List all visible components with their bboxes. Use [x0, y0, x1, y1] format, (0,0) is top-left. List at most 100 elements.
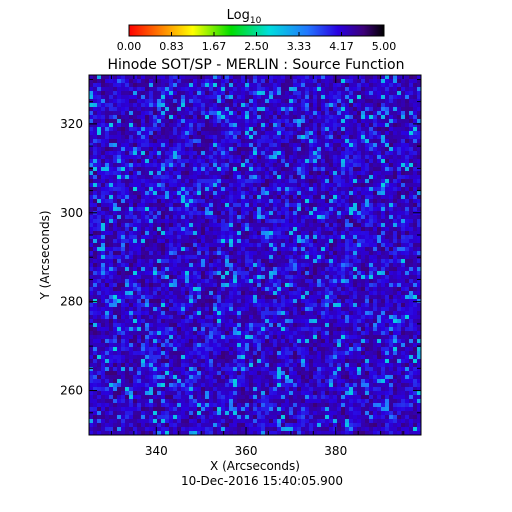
heatmap-cell — [361, 255, 366, 260]
heatmap-cell — [241, 275, 246, 280]
heatmap-cell — [385, 255, 390, 260]
heatmap-cell — [89, 167, 94, 172]
heatmap-cell — [293, 207, 298, 212]
heatmap-cell — [381, 255, 386, 260]
heatmap-cell — [185, 163, 190, 168]
heatmap-cell — [209, 175, 214, 180]
heatmap-cell — [369, 107, 374, 112]
heatmap-cell — [337, 243, 342, 248]
heatmap-cell — [157, 231, 162, 236]
heatmap-cell — [229, 287, 234, 292]
heatmap-cell — [413, 199, 418, 204]
heatmap-cell — [413, 299, 418, 304]
heatmap-cell — [117, 179, 122, 184]
heatmap-cell — [201, 199, 206, 204]
heatmap-cell — [161, 143, 166, 148]
heatmap-cell — [409, 139, 414, 144]
heatmap-cell — [285, 275, 290, 280]
heatmap-cell — [349, 155, 354, 160]
heatmap-cell — [237, 275, 242, 280]
heatmap-cell — [133, 119, 138, 124]
heatmap-cell — [325, 127, 330, 132]
heatmap-cell — [389, 279, 394, 284]
heatmap-cell — [337, 163, 342, 168]
heatmap-cell — [113, 291, 118, 296]
heatmap-cell — [181, 263, 186, 268]
heatmap-cell — [333, 231, 338, 236]
heatmap-cell — [413, 307, 418, 312]
heatmap-cell — [361, 231, 366, 236]
heatmap-cell — [113, 227, 118, 232]
heatmap-cell — [125, 199, 130, 204]
heatmap-cell — [313, 123, 318, 128]
heatmap-cell — [105, 299, 110, 304]
heatmap-cell — [149, 135, 154, 140]
heatmap-cell — [405, 227, 410, 232]
heatmap-cell — [149, 283, 154, 288]
heatmap-cell — [381, 279, 386, 284]
heatmap-cell — [157, 127, 162, 132]
heatmap-cell — [181, 235, 186, 240]
heatmap-cell — [365, 103, 370, 108]
heatmap-cell — [289, 235, 294, 240]
heatmap-cell — [173, 111, 178, 116]
heatmap-cell — [249, 79, 254, 84]
heatmap-cell — [337, 199, 342, 204]
heatmap-cell — [249, 219, 254, 224]
heatmap-cell — [217, 227, 222, 232]
heatmap-cell — [285, 107, 290, 112]
heatmap-cell — [413, 243, 418, 248]
heatmap-cell — [273, 215, 278, 220]
heatmap-cell — [229, 107, 234, 112]
heatmap-cell — [265, 187, 270, 192]
heatmap-cell — [161, 159, 166, 164]
heatmap-cell — [297, 151, 302, 156]
heatmap-cell — [357, 179, 362, 184]
heatmap-cell — [333, 275, 338, 280]
heatmap-cell — [221, 207, 226, 212]
heatmap-cell — [353, 131, 358, 136]
heatmap-cell — [305, 299, 310, 304]
heatmap-cell — [401, 263, 406, 268]
heatmap-cell — [181, 99, 186, 104]
heatmap-cell — [169, 139, 174, 144]
heatmap-cell — [89, 291, 94, 296]
heatmap-cell — [105, 191, 110, 196]
heatmap-cell — [133, 199, 138, 204]
heatmap-cell — [353, 239, 358, 244]
heatmap-cell — [225, 107, 230, 112]
heatmap-cell — [309, 151, 314, 156]
heatmap-cell — [329, 279, 334, 284]
heatmap-cell — [145, 123, 150, 128]
heatmap-cell — [197, 267, 202, 272]
heatmap-cell — [289, 147, 294, 152]
heatmap-cell — [169, 179, 174, 184]
heatmap-cell — [309, 115, 314, 120]
heatmap-cell — [105, 127, 110, 132]
heatmap-cell — [285, 203, 290, 208]
heatmap-cell — [333, 131, 338, 136]
heatmap-cell — [185, 243, 190, 248]
heatmap-cell — [397, 311, 402, 316]
heatmap-cell — [357, 139, 362, 144]
heatmap-cell — [273, 203, 278, 208]
heatmap-cell — [341, 215, 346, 220]
heatmap-cell — [289, 131, 294, 136]
heatmap-cell — [121, 107, 126, 112]
heatmap-cell — [89, 203, 94, 208]
heatmap-cell — [117, 235, 122, 240]
heatmap-cell — [241, 123, 246, 128]
heatmap-cell — [293, 103, 298, 108]
heatmap-cell — [369, 251, 374, 256]
heatmap-cell — [129, 107, 134, 112]
heatmap-cell — [161, 303, 166, 308]
heatmap-cell — [361, 267, 366, 272]
heatmap-cell — [109, 99, 114, 104]
heatmap-cell — [417, 147, 422, 152]
heatmap-cell — [317, 267, 322, 272]
heatmap-cell — [389, 187, 394, 192]
heatmap-cell — [129, 247, 134, 252]
heatmap-cell — [97, 227, 102, 232]
heatmap-cell — [297, 147, 302, 152]
heatmap-cell — [153, 119, 158, 124]
